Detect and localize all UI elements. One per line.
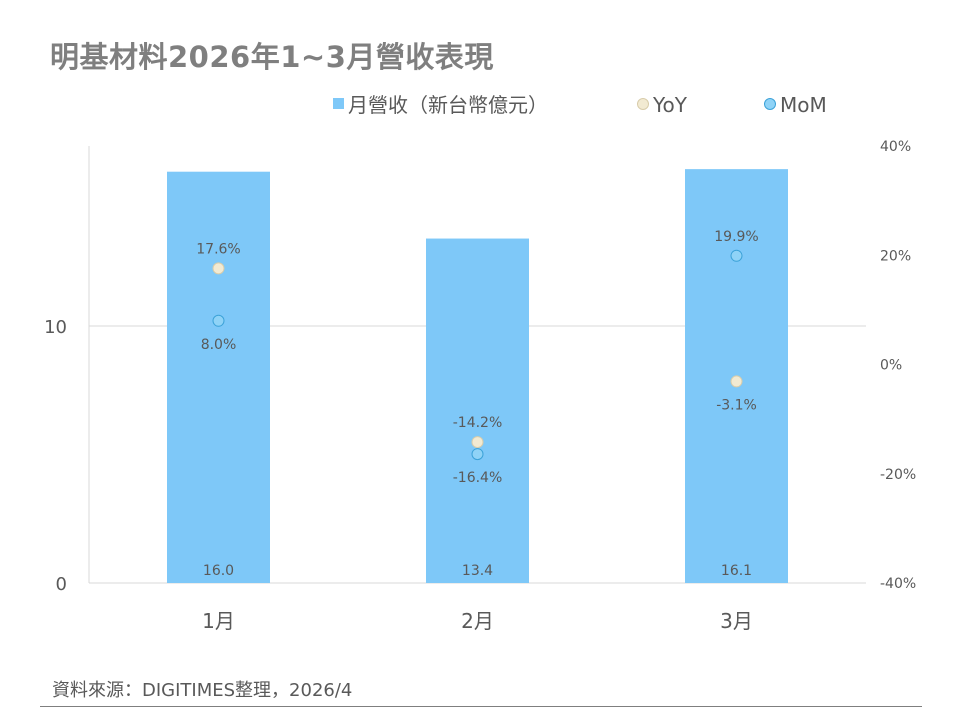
bar-value-label: 16.0 (203, 563, 234, 579)
legend-label: YoY (652, 93, 688, 117)
legend-label: MoM (780, 93, 827, 117)
category-label: 3月 (720, 609, 753, 633)
yoy-value-label: -3.1% (716, 397, 757, 413)
yoy-point (212, 262, 225, 275)
yoy-point (730, 375, 743, 388)
legend-marker-mom (764, 98, 776, 110)
category-label: 2月 (461, 609, 494, 633)
right-tick-label: -40% (880, 576, 916, 592)
chart-title: 明基材料2026年1~3月營收表現 (50, 40, 494, 74)
yoy-point (471, 436, 484, 449)
mom-point (212, 314, 225, 327)
left-tick-label: 10 (44, 317, 67, 338)
source-note: 資料來源：DIGITIMES整理，2026/4 (52, 680, 353, 701)
bottom-divider (40, 706, 922, 707)
category-label: 1月 (202, 609, 235, 633)
mom-value-label: -16.4% (453, 470, 503, 486)
yoy-value-label: 17.6% (196, 241, 240, 257)
right-tick-label: 20% (880, 248, 911, 264)
mom-point (730, 249, 743, 262)
legend-label: 月營收（新台幣億元） (348, 93, 548, 117)
axis-labels: 0 10 -40% -20% 0% 20% 40% 1月 2月 3月 (44, 139, 916, 633)
legend-marker-yoy (637, 98, 649, 110)
left-tick-label: 0 (56, 574, 67, 595)
mom-point (471, 448, 484, 461)
revenue-bar (167, 171, 270, 584)
bar-value-label: 16.1 (721, 563, 752, 579)
mom-value-label: 19.9% (714, 229, 758, 245)
legend: 月營收（新台幣億元） YoY MoM (333, 93, 827, 117)
revenue-bar (426, 238, 529, 583)
right-tick-label: -20% (880, 467, 916, 483)
bar-value-label: 13.4 (462, 563, 493, 579)
data-labels: 16.0 13.4 16.1 17.6% -14.2% -3.1% 8.0% -16.4% 19… (196, 229, 758, 579)
point-series (212, 249, 743, 461)
right-tick-label: 40% (880, 139, 911, 155)
bar-series (167, 169, 788, 584)
legend-marker-revenue (333, 98, 344, 109)
right-tick-label: 0% (880, 358, 902, 374)
yoy-value-label: -14.2% (453, 415, 503, 431)
mom-value-label: 8.0% (201, 337, 237, 353)
